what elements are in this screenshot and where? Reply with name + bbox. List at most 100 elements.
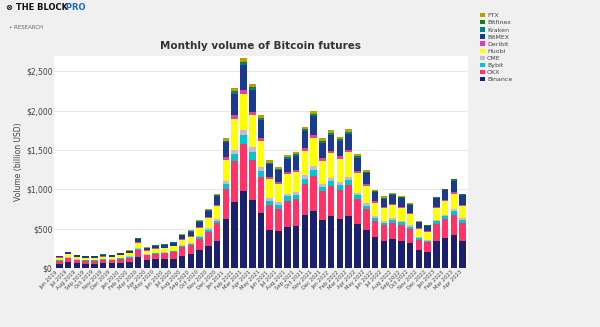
Bar xyxy=(258,120,264,138)
Bar xyxy=(205,232,212,246)
Bar xyxy=(354,158,361,171)
Bar xyxy=(328,133,334,135)
Bar xyxy=(214,223,220,241)
Bar xyxy=(293,154,299,155)
Bar xyxy=(249,147,256,152)
Bar xyxy=(302,184,308,215)
Bar xyxy=(109,260,115,264)
Bar xyxy=(179,255,185,268)
Bar xyxy=(424,251,431,268)
Bar xyxy=(337,140,343,141)
Bar xyxy=(56,260,62,261)
Bar xyxy=(389,195,396,204)
Bar xyxy=(442,201,448,215)
Bar xyxy=(74,264,80,268)
Bar xyxy=(284,159,290,172)
Bar xyxy=(135,257,142,268)
Bar xyxy=(380,207,387,208)
Bar xyxy=(205,210,212,211)
Bar xyxy=(126,262,133,268)
Bar xyxy=(319,191,326,220)
Bar xyxy=(126,258,133,262)
Bar xyxy=(460,194,466,195)
Bar xyxy=(389,193,396,194)
Bar xyxy=(196,222,203,227)
Bar xyxy=(249,115,256,147)
Bar xyxy=(266,179,273,198)
Bar xyxy=(372,218,379,221)
Bar xyxy=(275,167,282,169)
Bar xyxy=(442,200,448,201)
Bar xyxy=(56,256,62,257)
Bar xyxy=(100,257,106,259)
Bar xyxy=(170,252,176,259)
Bar xyxy=(433,208,440,220)
Bar xyxy=(284,200,290,227)
Bar xyxy=(337,156,343,159)
Bar xyxy=(126,257,133,258)
Bar xyxy=(302,130,308,131)
Bar xyxy=(319,220,326,268)
Bar xyxy=(82,264,89,268)
Bar xyxy=(346,150,352,152)
Bar xyxy=(354,171,361,173)
Bar xyxy=(240,130,247,135)
Bar xyxy=(380,225,387,241)
Bar xyxy=(196,239,203,250)
Bar xyxy=(346,132,352,134)
Bar xyxy=(433,220,440,221)
Bar xyxy=(346,152,352,177)
Bar xyxy=(91,256,98,258)
Bar xyxy=(179,246,185,247)
Bar xyxy=(214,206,220,219)
Bar xyxy=(249,84,256,87)
Bar xyxy=(135,250,142,257)
Bar xyxy=(240,94,247,130)
Bar xyxy=(275,231,282,268)
Bar xyxy=(240,90,247,94)
Bar xyxy=(302,129,308,130)
Bar xyxy=(319,158,326,161)
Bar xyxy=(442,238,448,268)
Bar xyxy=(284,174,290,194)
Bar xyxy=(56,264,62,268)
Bar xyxy=(74,255,80,257)
Bar xyxy=(363,209,370,230)
Bar xyxy=(232,119,238,150)
Bar xyxy=(416,221,422,222)
Bar xyxy=(161,252,168,253)
Bar xyxy=(293,192,299,195)
Bar xyxy=(328,151,334,153)
Bar xyxy=(284,194,290,196)
Bar xyxy=(143,260,150,268)
Bar xyxy=(223,189,229,219)
Bar xyxy=(266,177,273,179)
Bar xyxy=(205,211,212,217)
Bar xyxy=(346,134,352,150)
Bar xyxy=(293,152,299,154)
Bar xyxy=(460,220,466,223)
Bar xyxy=(363,203,370,206)
Bar xyxy=(118,253,124,255)
Bar xyxy=(91,260,98,261)
Text: PRO: PRO xyxy=(63,3,86,12)
Bar xyxy=(258,171,264,177)
Bar xyxy=(109,255,115,257)
Bar xyxy=(275,209,282,231)
Bar xyxy=(389,223,396,239)
Bar xyxy=(398,225,404,241)
Bar xyxy=(65,258,71,262)
Bar xyxy=(398,198,404,207)
Y-axis label: Volume (billion USD): Volume (billion USD) xyxy=(14,123,23,201)
Bar xyxy=(152,260,159,268)
Bar xyxy=(223,160,229,181)
Bar xyxy=(232,202,238,268)
Bar xyxy=(433,207,440,208)
Bar xyxy=(275,170,282,182)
Bar xyxy=(205,217,212,218)
Bar xyxy=(232,88,238,92)
Bar xyxy=(65,254,71,257)
Title: Monthly volume of Bitcoin futures: Monthly volume of Bitcoin futures xyxy=(161,41,361,51)
Bar xyxy=(118,255,124,258)
Bar xyxy=(100,260,106,264)
